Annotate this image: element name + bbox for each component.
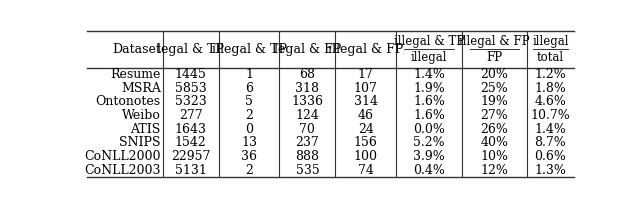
Text: 1.4%: 1.4% — [534, 123, 566, 136]
Text: 19%: 19% — [481, 95, 508, 108]
Text: 13: 13 — [241, 136, 257, 149]
Text: 1.3%: 1.3% — [534, 164, 566, 176]
Text: 20%: 20% — [481, 68, 508, 81]
Text: 2: 2 — [245, 109, 253, 122]
Text: 2: 2 — [245, 164, 253, 176]
Text: 70: 70 — [300, 123, 316, 136]
Text: 1.9%: 1.9% — [413, 82, 445, 95]
Text: FP: FP — [486, 51, 502, 64]
Text: legal & TP: legal & TP — [157, 43, 224, 56]
Text: 107: 107 — [354, 82, 378, 95]
Text: 22957: 22957 — [171, 150, 211, 163]
Text: illegal & TP: illegal & TP — [394, 35, 464, 48]
Text: 10%: 10% — [481, 150, 509, 163]
Text: 156: 156 — [354, 136, 378, 149]
Text: 25%: 25% — [481, 82, 508, 95]
Text: 12%: 12% — [481, 164, 508, 176]
Text: 1.2%: 1.2% — [534, 68, 566, 81]
Text: 10.7%: 10.7% — [531, 109, 570, 122]
Text: 0.0%: 0.0% — [413, 123, 445, 136]
Text: MSRA: MSRA — [121, 82, 161, 95]
Text: 6: 6 — [245, 82, 253, 95]
Text: illegal: illegal — [411, 51, 447, 64]
Text: 24: 24 — [358, 123, 374, 136]
Text: 277: 277 — [179, 109, 202, 122]
Text: 3.9%: 3.9% — [413, 150, 445, 163]
Text: 68: 68 — [300, 68, 316, 81]
Text: 1336: 1336 — [291, 95, 323, 108]
Text: 1542: 1542 — [175, 136, 207, 149]
Text: Ontonotes: Ontonotes — [95, 95, 161, 108]
Text: SNIPS: SNIPS — [119, 136, 161, 149]
Text: 100: 100 — [354, 150, 378, 163]
Text: illegal & FP: illegal & FP — [460, 35, 530, 48]
Text: 5131: 5131 — [175, 164, 207, 176]
Text: 8.7%: 8.7% — [534, 136, 566, 149]
Text: 4.6%: 4.6% — [534, 95, 566, 108]
Text: 888: 888 — [296, 150, 319, 163]
Text: 124: 124 — [296, 109, 319, 122]
Text: 0.6%: 0.6% — [534, 150, 566, 163]
Text: Resume: Resume — [111, 68, 161, 81]
Text: 0.4%: 0.4% — [413, 164, 445, 176]
Text: CoNLL2003: CoNLL2003 — [84, 164, 161, 176]
Text: 1643: 1643 — [175, 123, 207, 136]
Text: 74: 74 — [358, 164, 374, 176]
Text: 36: 36 — [241, 150, 257, 163]
Text: 314: 314 — [354, 95, 378, 108]
Text: 1.6%: 1.6% — [413, 109, 445, 122]
Text: 46: 46 — [358, 109, 374, 122]
Text: 1.8%: 1.8% — [534, 82, 566, 95]
Text: 40%: 40% — [481, 136, 509, 149]
Text: ATIS: ATIS — [131, 123, 161, 136]
Text: 26%: 26% — [481, 123, 508, 136]
Text: 5853: 5853 — [175, 82, 207, 95]
Text: 5323: 5323 — [175, 95, 207, 108]
Text: Dataset: Dataset — [112, 43, 161, 56]
Text: illegal & TP: illegal & TP — [212, 43, 287, 56]
Text: illegal & FP: illegal & FP — [328, 43, 403, 56]
Text: 318: 318 — [296, 82, 319, 95]
Text: CoNLL2000: CoNLL2000 — [84, 150, 161, 163]
Text: 1445: 1445 — [175, 68, 207, 81]
Text: 535: 535 — [296, 164, 319, 176]
Text: 1.6%: 1.6% — [413, 95, 445, 108]
Text: 0: 0 — [245, 123, 253, 136]
Text: total: total — [537, 51, 564, 64]
Text: 17: 17 — [358, 68, 374, 81]
Text: 1: 1 — [245, 68, 253, 81]
Text: 27%: 27% — [481, 109, 508, 122]
Text: 5.2%: 5.2% — [413, 136, 445, 149]
Text: 237: 237 — [296, 136, 319, 149]
Text: 1.4%: 1.4% — [413, 68, 445, 81]
Text: legal & FP: legal & FP — [274, 43, 341, 56]
Text: 5: 5 — [245, 95, 253, 108]
Text: Weibo: Weibo — [122, 109, 161, 122]
Text: illegal: illegal — [532, 35, 569, 48]
